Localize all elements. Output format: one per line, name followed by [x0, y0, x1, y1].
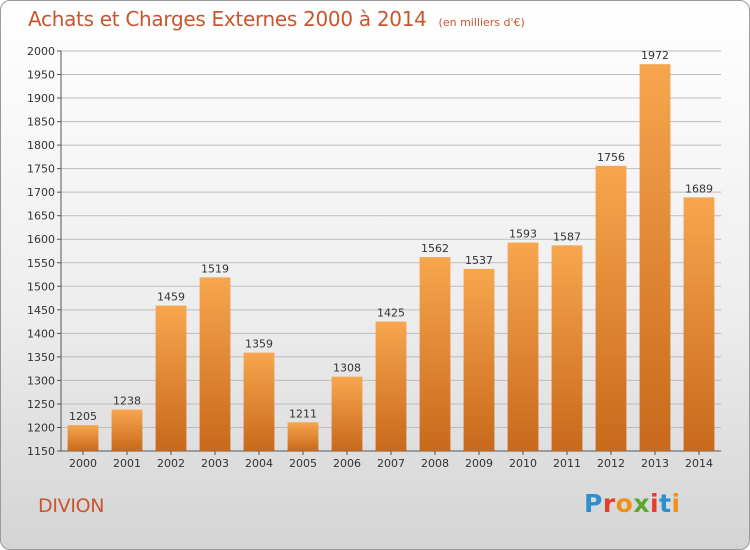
bar [683, 197, 715, 451]
y-tick-label: 1350 [27, 351, 55, 364]
data-label: 1593 [509, 228, 537, 241]
logo-letter: i [650, 489, 660, 518]
y-tick-label: 1400 [27, 327, 55, 340]
chart-title: Achats et Charges Externes 2000 à 2014 [28, 7, 427, 31]
data-label: 1211 [289, 407, 317, 420]
x-tick-label: 2005 [289, 457, 317, 470]
y-tick-label: 1550 [27, 257, 55, 270]
bar [375, 321, 407, 451]
data-label: 1537 [465, 254, 493, 267]
bar [243, 352, 275, 451]
data-label: 1756 [597, 151, 625, 164]
bar [111, 409, 143, 451]
y-tick-label: 1750 [27, 163, 55, 176]
bar-layer [67, 64, 715, 452]
commune-name: DIVION [38, 495, 105, 517]
bar [507, 242, 539, 451]
x-tick-label: 2009 [465, 457, 493, 470]
data-label: 1519 [201, 262, 229, 275]
chart-unit: (en milliers d'€) [438, 16, 525, 29]
x-tick-label: 2002 [157, 457, 185, 470]
x-tick-label: 2003 [201, 457, 229, 470]
bar [155, 305, 187, 451]
logo-letter: t [659, 489, 672, 518]
bar [639, 64, 671, 452]
x-tick-label: 2004 [245, 457, 273, 470]
data-label: 1689 [685, 182, 713, 195]
y-tick-label: 1800 [27, 139, 55, 152]
x-tick-label: 2007 [377, 457, 405, 470]
bar [199, 277, 231, 451]
y-tick-label: 1900 [27, 92, 55, 105]
y-tick-label: 1850 [27, 116, 55, 129]
data-label: 1972 [641, 49, 669, 62]
y-tick-label: 1650 [27, 210, 55, 223]
data-label: 1238 [113, 395, 141, 408]
y-tick-label: 1250 [27, 398, 55, 411]
data-label: 1587 [553, 230, 581, 243]
y-tick-label: 1300 [27, 374, 55, 387]
x-tick-label: 2013 [641, 457, 669, 470]
y-tick-label: 1950 [27, 69, 55, 82]
y-tick-label: 1200 [27, 421, 55, 434]
y-tick-label: 1700 [27, 186, 55, 199]
x-tick-label: 2000 [69, 457, 97, 470]
bar [419, 257, 451, 451]
logo-letter: x [633, 489, 650, 518]
y-tick-label: 1450 [27, 304, 55, 317]
y-tick-label: 2000 [27, 45, 55, 58]
logo-letter: i [671, 489, 681, 518]
y-tick-label: 1600 [27, 233, 55, 246]
bar [463, 268, 495, 451]
bar [67, 425, 99, 451]
data-label: 1425 [377, 307, 405, 320]
proxiti-logo[interactable]: Proxiti [584, 489, 681, 518]
x-tick-label: 2006 [333, 457, 361, 470]
bar [331, 376, 363, 451]
y-tick-label: 1500 [27, 280, 55, 293]
title-row: Achats et Charges Externes 2000 à 2014 (e… [28, 7, 525, 31]
x-tick-label: 2001 [113, 457, 141, 470]
bar [595, 165, 627, 451]
data-label: 1359 [245, 338, 273, 351]
data-label: 1308 [333, 362, 361, 375]
data-label: 1205 [69, 410, 97, 423]
data-label: 1562 [421, 242, 449, 255]
label-layer: 1205 1238 1459 1519 1359 1211 1308 1425 1562 1537… [69, 49, 713, 423]
x-tick-label: 2014 [685, 457, 713, 470]
x-tick-label: 2012 [597, 457, 625, 470]
logo-letter: P [584, 489, 603, 518]
x-tick-label: 2008 [421, 457, 449, 470]
data-label: 1459 [157, 291, 185, 304]
y-tick-label: 1150 [27, 445, 55, 458]
bar [551, 245, 583, 451]
x-tick-label: 2010 [509, 457, 537, 470]
bar [287, 422, 319, 451]
logo-letter: o [615, 489, 634, 518]
logo-letter: r [602, 489, 616, 518]
x-tick-label: 2011 [553, 457, 581, 470]
